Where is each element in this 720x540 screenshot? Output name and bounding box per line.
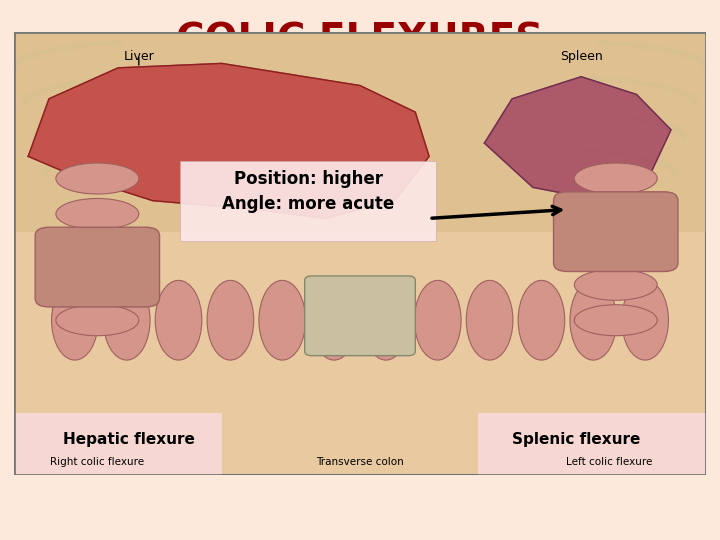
FancyBboxPatch shape — [14, 413, 222, 475]
FancyBboxPatch shape — [477, 413, 706, 475]
Ellipse shape — [518, 280, 564, 360]
Ellipse shape — [575, 163, 657, 194]
Polygon shape — [28, 63, 429, 218]
Ellipse shape — [52, 280, 98, 360]
Text: Liver: Liver — [123, 50, 154, 63]
Ellipse shape — [207, 280, 253, 360]
FancyBboxPatch shape — [554, 192, 678, 272]
FancyBboxPatch shape — [0, 0, 720, 65]
Ellipse shape — [575, 269, 657, 300]
Ellipse shape — [56, 163, 139, 194]
Text: Splenic flexure: Splenic flexure — [512, 433, 640, 447]
Text: Transverse colon: Transverse colon — [316, 457, 404, 467]
Ellipse shape — [415, 280, 461, 360]
Text: Spleen: Spleen — [560, 50, 603, 63]
Ellipse shape — [56, 305, 139, 336]
Polygon shape — [485, 77, 671, 201]
Text: Right colic flexure: Right colic flexure — [50, 457, 145, 467]
Ellipse shape — [104, 280, 150, 360]
Ellipse shape — [56, 234, 139, 265]
Ellipse shape — [56, 199, 139, 230]
FancyBboxPatch shape — [14, 32, 706, 475]
FancyBboxPatch shape — [180, 161, 436, 240]
Ellipse shape — [156, 280, 202, 360]
Ellipse shape — [311, 280, 357, 360]
FancyBboxPatch shape — [14, 32, 706, 232]
Ellipse shape — [575, 199, 657, 230]
Text: Hepatic flexure: Hepatic flexure — [63, 433, 194, 447]
Ellipse shape — [575, 305, 657, 336]
Text: Position: higher
Angle: more acute: Position: higher Angle: more acute — [222, 170, 395, 213]
Ellipse shape — [622, 280, 668, 360]
FancyBboxPatch shape — [305, 276, 415, 356]
Ellipse shape — [56, 269, 139, 300]
Ellipse shape — [467, 280, 513, 360]
Text: COLIC FLEXURES: COLIC FLEXURES — [176, 22, 544, 59]
Ellipse shape — [259, 280, 305, 360]
Text: Left colic flexure: Left colic flexure — [566, 457, 652, 467]
Ellipse shape — [575, 234, 657, 265]
Ellipse shape — [363, 280, 409, 360]
FancyBboxPatch shape — [35, 227, 160, 307]
Ellipse shape — [570, 280, 616, 360]
